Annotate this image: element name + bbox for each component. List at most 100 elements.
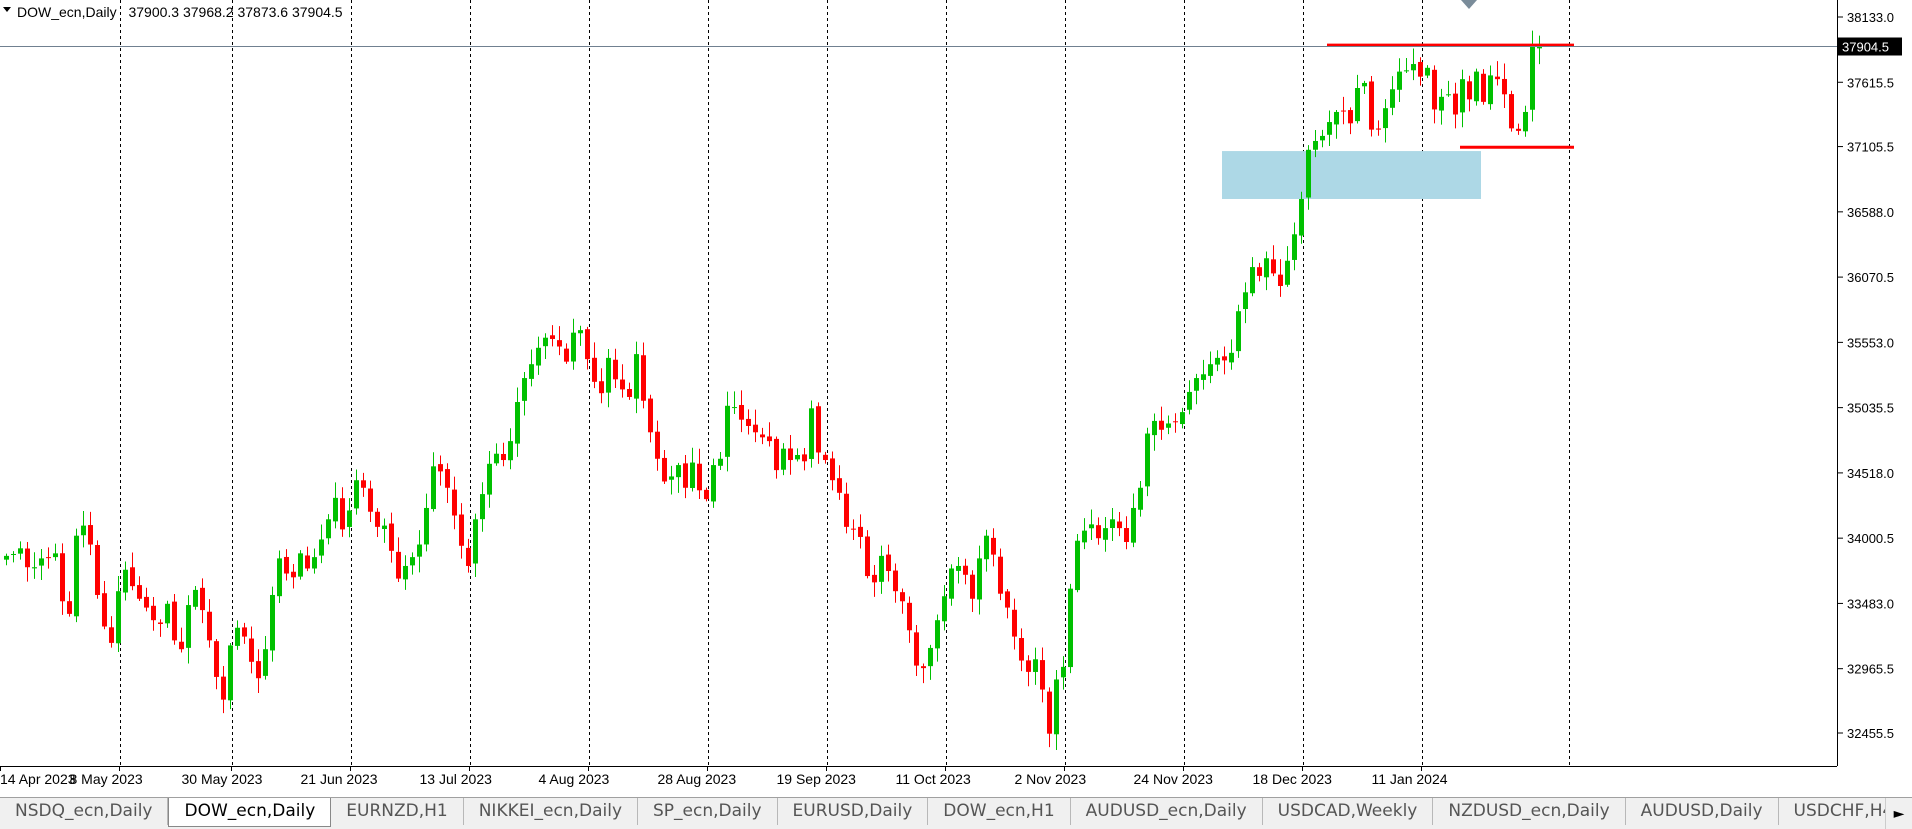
- candle-down: [858, 514, 863, 549]
- zone-rect: [1222, 151, 1481, 199]
- candle-down: [102, 580, 107, 630]
- candle-up: [319, 524, 324, 564]
- candle-down: [242, 622, 247, 644]
- candle-up: [494, 443, 499, 466]
- candle-up: [879, 545, 884, 594]
- candle-down: [445, 463, 450, 503]
- candle-down: [1453, 82, 1458, 129]
- candle-up: [690, 447, 695, 492]
- candle-up: [1460, 69, 1465, 128]
- candle-up: [417, 530, 422, 573]
- y-tick-label: 35035.5: [1847, 401, 1894, 416]
- candle-up: [1075, 534, 1080, 593]
- candle-up: [1166, 415, 1171, 435]
- tab-usdcad-weekly[interactable]: USDCAD,Weekly: [1263, 798, 1434, 825]
- candle-down: [1432, 65, 1437, 124]
- candle-up: [1103, 517, 1108, 552]
- candle-up: [1229, 339, 1234, 370]
- candle-up: [1320, 129, 1325, 148]
- symbol-label: DOW_ecn,Daily: [17, 4, 117, 20]
- candle-down: [144, 587, 149, 612]
- candle-down: [1369, 76, 1374, 137]
- candle-down: [991, 528, 996, 567]
- candle-up: [1439, 88, 1444, 125]
- candle-down: [1096, 517, 1101, 545]
- candle-down: [627, 382, 632, 400]
- candle-down: [1502, 63, 1507, 108]
- candle-up: [1243, 282, 1248, 324]
- candle-up: [18, 541, 23, 560]
- candle-up: [1446, 80, 1451, 97]
- candle-up: [347, 498, 352, 538]
- candle-up: [571, 318, 576, 370]
- candle-up: [1383, 99, 1388, 143]
- candle-up: [1362, 80, 1367, 94]
- candle-down: [1159, 406, 1164, 440]
- candle-up: [711, 458, 716, 508]
- tab-audusd-daily[interactable]: AUDUSD,Daily: [1626, 798, 1779, 825]
- price-axis[interactable]: 38133.0 37615.5 37105.5 36588.0 36070.5 35553…: [1837, 10, 1894, 741]
- candle-up: [809, 400, 814, 468]
- candle-up: [1292, 222, 1297, 271]
- candle-up: [1411, 48, 1416, 81]
- shift-marker-icon[interactable]: [1461, 0, 1477, 9]
- candle-down: [998, 548, 1003, 601]
- candle-up: [1201, 359, 1206, 390]
- candle-down: [914, 624, 919, 677]
- candle-up: [4, 553, 9, 566]
- candle-up: [1054, 670, 1059, 750]
- tab-scroll-right-icon[interactable]: ►: [1885, 798, 1912, 829]
- candle-up: [795, 448, 800, 462]
- y-tick-label: 36070.5: [1847, 270, 1894, 285]
- candle-down: [683, 455, 688, 499]
- candle-up: [676, 462, 681, 493]
- price-chart[interactable]: 38133.0 37615.5 37105.5 36588.0 36070.5 35553…: [0, 0, 1912, 797]
- candle-up: [718, 451, 723, 471]
- candle-down: [823, 451, 828, 464]
- chevron-down-icon[interactable]: [3, 7, 11, 12]
- candle-up: [1082, 518, 1087, 550]
- candle-down: [1495, 61, 1500, 86]
- tab-eurusd-daily[interactable]: EURUSD,Daily: [778, 798, 929, 825]
- candle-up: [578, 325, 583, 346]
- candle-down: [501, 442, 506, 467]
- candle-up: [487, 450, 492, 508]
- y-tick-label: 36588.0: [1847, 205, 1894, 220]
- candle-down: [830, 451, 835, 491]
- candle-up: [1236, 304, 1241, 358]
- chart-header: DOW_ecn,Daily 37900.3 37968.2 37873.6 37…: [3, 4, 343, 20]
- candle-up: [81, 511, 86, 548]
- candle-down: [767, 422, 772, 447]
- tab-dow-ecn-daily[interactable]: DOW_ecn,Daily: [168, 798, 332, 827]
- candle-down: [1418, 57, 1423, 86]
- candle-down: [179, 627, 184, 653]
- tab-dow-ecn-h1[interactable]: DOW_ecn,H1: [928, 798, 1071, 825]
- candle-down: [613, 348, 618, 388]
- tab-audusd-ecn-daily[interactable]: AUDUSD_ecn,Daily: [1071, 798, 1263, 825]
- candle-down: [648, 394, 653, 443]
- x-tick-label: 19 Sep 2023: [777, 771, 857, 787]
- tab-nikkei-ecn-daily[interactable]: NIKKEI_ecn,Daily: [464, 798, 638, 825]
- tab-nsdq-ecn-daily[interactable]: NSDQ_ecn,Daily: [0, 798, 169, 825]
- candle-down: [1117, 511, 1122, 537]
- x-tick-label: 14 Apr 2023: [0, 771, 76, 787]
- candle-down: [375, 508, 380, 537]
- candle-down: [872, 565, 877, 597]
- tab-nzdusd-ecn-daily[interactable]: NZDUSD_ecn,Daily: [1433, 798, 1626, 825]
- tab-sp-ecn-daily[interactable]: SP_ecn,Daily: [638, 798, 778, 825]
- candle-down: [585, 326, 590, 370]
- candle-up: [32, 552, 37, 579]
- candle-up: [123, 561, 128, 601]
- tab-eurnzd-h1[interactable]: EURNZD,H1: [331, 798, 464, 825]
- candle-down: [1509, 90, 1514, 132]
- candle-up: [725, 391, 730, 472]
- x-tick-label: 24 Nov 2023: [1134, 771, 1214, 787]
- y-tick-label: 32455.5: [1847, 726, 1894, 741]
- candle-down: [130, 552, 135, 591]
- candle-down: [172, 594, 177, 645]
- candle-down: [1173, 413, 1178, 433]
- candle-up: [928, 644, 933, 680]
- candle-down: [214, 639, 219, 690]
- candle-down: [655, 420, 660, 471]
